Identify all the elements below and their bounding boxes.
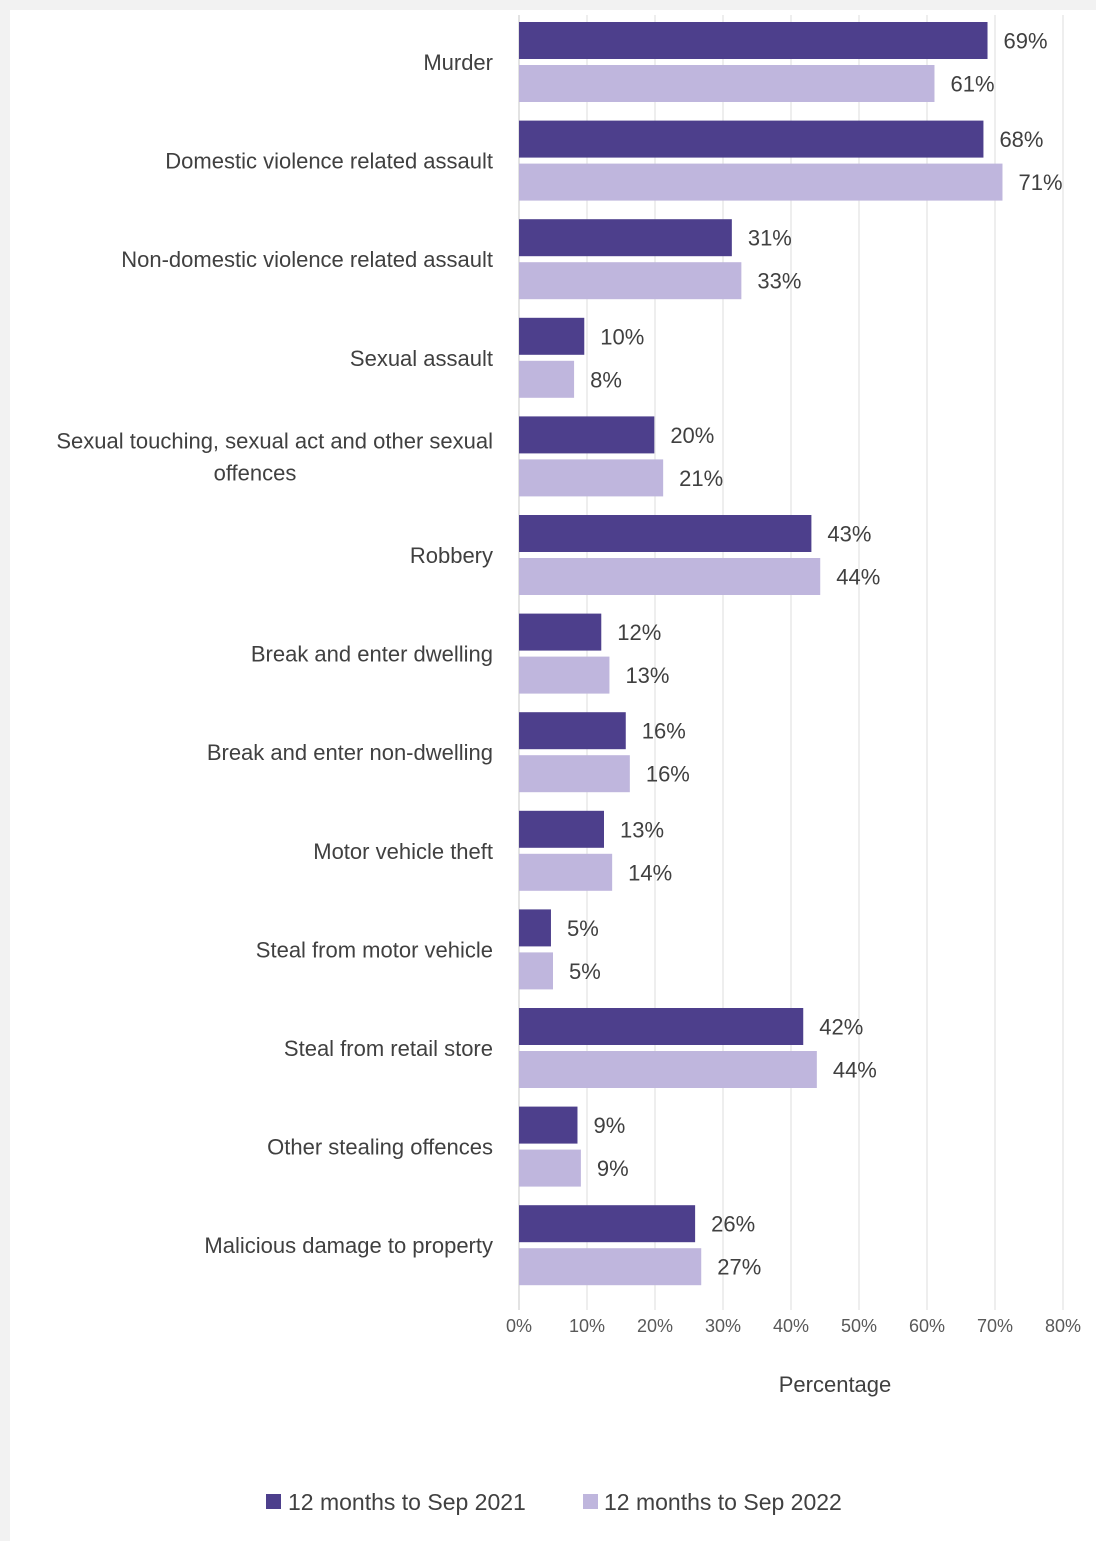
data-label: 10% bbox=[600, 324, 644, 349]
bar-sep-2021 bbox=[519, 712, 626, 750]
bar-sep-2022 bbox=[519, 163, 1003, 201]
x-tick-label: 60% bbox=[909, 1316, 945, 1336]
x-tick-label: 20% bbox=[637, 1316, 673, 1336]
category-label: Motor vehicle theft bbox=[313, 839, 493, 864]
data-label: 27% bbox=[717, 1255, 761, 1280]
legend-swatch bbox=[266, 1494, 281, 1509]
bar-sep-2021 bbox=[519, 120, 984, 158]
data-label: 33% bbox=[757, 269, 801, 294]
category-label: Steal from retail store bbox=[284, 1036, 493, 1061]
category-label: Domestic violence related assault bbox=[165, 149, 493, 174]
legend-swatch bbox=[583, 1494, 598, 1509]
category-label: Other stealing offences bbox=[267, 1135, 493, 1160]
category-label: Break and enter non-dwelling bbox=[207, 740, 493, 765]
data-label: 44% bbox=[833, 1058, 877, 1083]
bar-sep-2021 bbox=[519, 810, 604, 848]
bar-sep-2021 bbox=[519, 1106, 578, 1144]
data-label: 9% bbox=[597, 1156, 629, 1181]
legend-label: 12 months to Sep 2021 bbox=[288, 1489, 526, 1515]
data-label: 26% bbox=[711, 1212, 755, 1237]
x-tick-label: 40% bbox=[773, 1316, 809, 1336]
category-label: Sexual touching, sexual act and other se… bbox=[56, 428, 493, 453]
data-label: 16% bbox=[642, 719, 686, 744]
category-label: Break and enter dwelling bbox=[251, 642, 493, 667]
data-label: 9% bbox=[593, 1113, 625, 1138]
bar-sep-2021 bbox=[519, 1205, 696, 1243]
data-label: 20% bbox=[670, 423, 714, 448]
category-label: Robbery bbox=[410, 543, 493, 568]
bar-sep-2021 bbox=[519, 909, 551, 947]
bar-sep-2022 bbox=[519, 558, 821, 595]
data-label: 8% bbox=[590, 367, 622, 392]
bar-sep-2022 bbox=[519, 952, 553, 990]
bar-sep-2021 bbox=[519, 219, 732, 257]
data-label: 61% bbox=[950, 72, 994, 97]
category-label: Sexual assault bbox=[350, 346, 493, 371]
bar-sep-2022 bbox=[519, 459, 664, 497]
frame-border-top bbox=[0, 0, 1096, 10]
bar-sep-2021 bbox=[519, 515, 812, 552]
frame-border-left bbox=[0, 0, 10, 1541]
data-label: 13% bbox=[625, 663, 669, 688]
data-label: 5% bbox=[569, 959, 601, 984]
data-label: 5% bbox=[567, 916, 599, 941]
data-label: 16% bbox=[646, 762, 690, 787]
legend: 12 months to Sep 2021 12 months to Sep 20… bbox=[266, 1489, 842, 1515]
bar-sep-2022 bbox=[519, 360, 575, 398]
bar-sep-2022 bbox=[519, 755, 630, 793]
bar-sep-2022 bbox=[519, 1051, 817, 1088]
data-label: 14% bbox=[628, 860, 672, 885]
data-label: 21% bbox=[679, 466, 723, 491]
category-label: Steal from motor vehicle bbox=[256, 937, 493, 962]
bar-sep-2022 bbox=[519, 65, 935, 102]
data-label: 42% bbox=[819, 1015, 863, 1040]
data-label: 13% bbox=[620, 817, 664, 842]
data-labels: 69% 61% 68% 71% 31% 33% 10% 8% 20% 21% 43% 44% 12% 13… bbox=[567, 29, 1063, 1280]
legend-label: 12 months to Sep 2022 bbox=[604, 1489, 842, 1515]
category-label: Murder bbox=[423, 50, 493, 75]
data-label: 68% bbox=[999, 127, 1043, 152]
x-tick-label: 30% bbox=[705, 1316, 741, 1336]
bars bbox=[519, 22, 1003, 1286]
data-label: 31% bbox=[748, 226, 792, 251]
bar-sep-2022 bbox=[519, 262, 742, 300]
bar-sep-2021 bbox=[519, 22, 988, 59]
bar-sep-2022 bbox=[519, 1149, 581, 1187]
category-label-line2: offences bbox=[214, 460, 297, 485]
category-label: Non-domestic violence related assault bbox=[121, 247, 493, 272]
x-tick-label: 70% bbox=[977, 1316, 1013, 1336]
data-label: 12% bbox=[617, 620, 661, 645]
bar-sep-2021 bbox=[519, 416, 655, 454]
bar-sep-2022 bbox=[519, 656, 610, 694]
bar-sep-2021 bbox=[519, 1008, 804, 1045]
x-tick-label: 50% bbox=[841, 1316, 877, 1336]
data-label: 43% bbox=[827, 522, 871, 547]
category-labels: Murder Domestic violence related assault N… bbox=[56, 50, 493, 1258]
bar-sep-2022 bbox=[519, 853, 613, 891]
category-label: Malicious damage to property bbox=[204, 1233, 493, 1258]
x-axis-title: Percentage bbox=[779, 1372, 892, 1397]
data-label: 44% bbox=[836, 565, 880, 590]
data-label: 69% bbox=[1004, 29, 1048, 54]
bar-sep-2021 bbox=[519, 613, 602, 651]
x-tick-label: 10% bbox=[569, 1316, 605, 1336]
bar-sep-2021 bbox=[519, 317, 585, 355]
x-tick-label: 0% bbox=[506, 1316, 532, 1336]
bar-sep-2022 bbox=[519, 1248, 702, 1286]
data-label: 71% bbox=[1018, 170, 1062, 195]
x-axis-ticks: 0% 10% 20% 30% 40% 50% 60% 70% 80% bbox=[506, 1316, 1081, 1336]
x-tick-label: 80% bbox=[1045, 1316, 1081, 1336]
